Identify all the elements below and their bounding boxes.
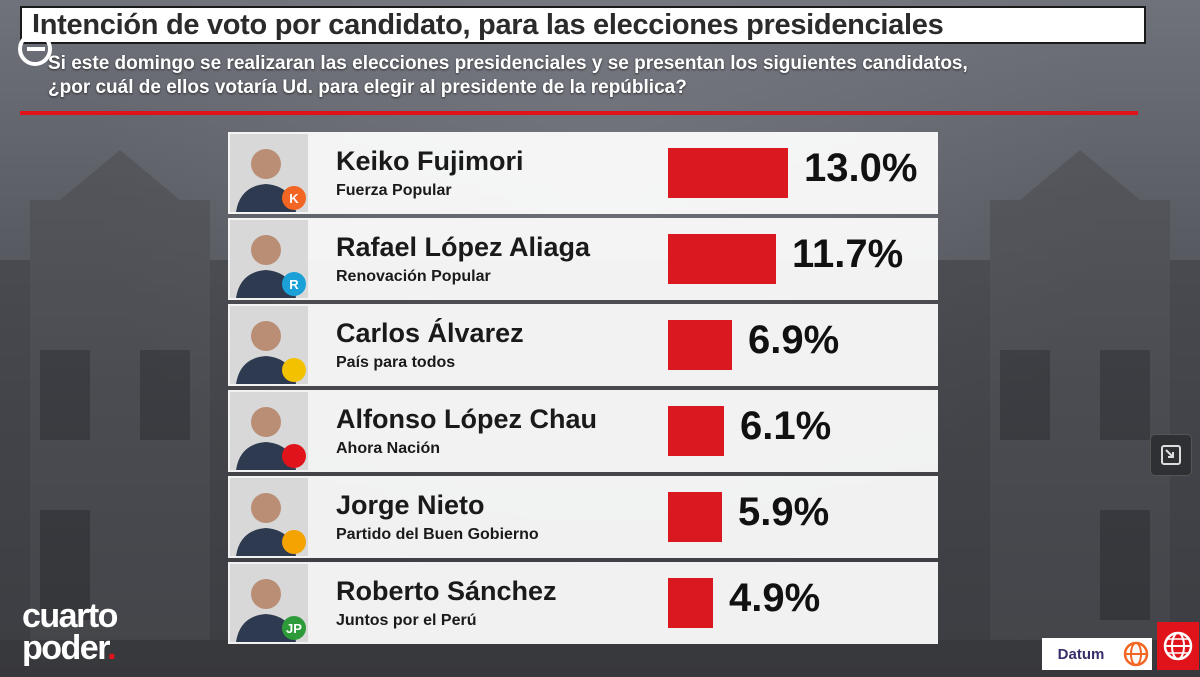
- candidate-row: Alfonso López Chau Ahora Nación 6.1%: [228, 390, 938, 472]
- datum-logo-text: Datum: [1057, 645, 1105, 663]
- data-label: 6.1%: [740, 404, 832, 448]
- data-label: 4.9%: [729, 576, 821, 620]
- brand-dot: .: [107, 629, 116, 667]
- party-name: Fuerza Popular: [336, 182, 452, 199]
- picture-in-picture-button[interactable]: [1150, 434, 1192, 476]
- brand-line1: cuarto: [22, 597, 118, 635]
- party-name: Partido del Buen Gobierno: [336, 526, 539, 543]
- bar: [668, 492, 722, 542]
- candidate-photo: JP: [230, 564, 308, 642]
- chart-title-box: Intención de voto por candidato, para la…: [20, 6, 1146, 44]
- bar: [668, 578, 713, 628]
- party-logo-icon: JP: [282, 616, 306, 640]
- candidate-name: Roberto Sánchez: [336, 576, 557, 606]
- data-label: 11.7%: [792, 232, 904, 276]
- channel-logo-icon: [10, 24, 60, 74]
- data-label: 5.9%: [738, 490, 830, 534]
- survey-question-line2: ¿por cuál de ellos votaría Ud. para eleg…: [48, 77, 687, 98]
- candidate-name: Rafael López Aliaga: [336, 232, 591, 262]
- candidate-photo: K: [230, 134, 308, 212]
- bar: [668, 406, 724, 456]
- party-name: Ahora Nación: [336, 440, 441, 457]
- party-logo-icon: [282, 444, 306, 468]
- picture-in-picture-icon: [1161, 445, 1181, 465]
- party-logo-icon: [282, 530, 306, 554]
- globe-logo-icon: [1157, 622, 1199, 670]
- candidate-photo: [230, 478, 308, 556]
- party-logo-icon: [282, 358, 306, 382]
- party-name: País para todos: [336, 354, 456, 371]
- candidate-row: JP Roberto Sánchez Juntos por el Perú 4.9%: [228, 562, 938, 644]
- candidate-photo: R: [230, 220, 308, 298]
- survey-question: Si este domingo se realizaran las elecci…: [48, 52, 1148, 100]
- candidate-photo: [230, 306, 308, 384]
- party-name: Juntos por el Perú: [336, 612, 477, 629]
- party-name: Renovación Popular: [336, 268, 491, 285]
- bar: [668, 320, 732, 370]
- person-silhouette-icon: [230, 134, 308, 212]
- candidate-name: Jorge Nieto: [336, 490, 485, 520]
- candidate-name: Alfonso López Chau: [336, 404, 597, 434]
- candidate-row: Carlos Álvarez País para todos 6.9%: [228, 304, 938, 386]
- party-logo-icon: K: [282, 186, 306, 210]
- survey-question-line1: Si este domingo se realizaran las elecci…: [48, 53, 968, 74]
- candidate-name: Carlos Álvarez: [336, 318, 524, 348]
- chart-title: Intención de voto por candidato, para la…: [32, 8, 944, 41]
- divider: [20, 111, 1138, 115]
- datum-logo: Datum: [1042, 638, 1120, 670]
- candidate-name: Keiko Fujimori: [336, 146, 524, 176]
- candidate-row: R Rafael López Aliaga Renovación Popular 11…: [228, 218, 938, 300]
- america-logo-icon: [1120, 638, 1152, 670]
- candidate-row: K Keiko Fujimori Fuerza Popular 13.0%: [228, 132, 938, 214]
- candidate-photo: [230, 392, 308, 470]
- party-logo-icon: R: [282, 272, 306, 296]
- cuarto-poder-logo: cuarto poder.: [22, 597, 118, 667]
- data-label: 6.9%: [748, 318, 840, 362]
- candidate-row: Jorge Nieto Partido del Buen Gobierno 5.9%: [228, 476, 938, 558]
- brand-line2: poder: [22, 629, 109, 667]
- data-label: 13.0%: [804, 146, 918, 190]
- bar: [668, 234, 776, 284]
- bar: [668, 148, 788, 198]
